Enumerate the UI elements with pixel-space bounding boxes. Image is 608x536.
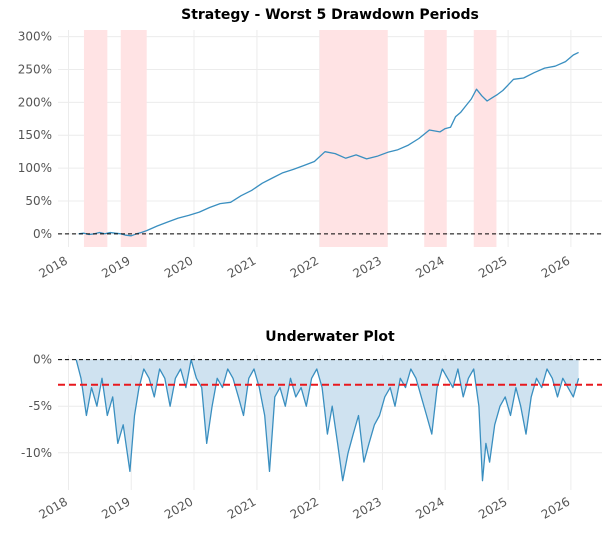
underwater-area: [76, 359, 579, 481]
y-tick-label: 0%: [33, 353, 52, 367]
x-tick-label: 2024: [413, 253, 446, 280]
y-tick-label: -10%: [21, 446, 52, 460]
y-tick-label: 300%: [18, 30, 52, 44]
drawdown-period-shade: [319, 30, 388, 247]
cumulative-returns-chart: Strategy - Worst 5 Drawdown Periods 0% 50%…: [18, 7, 602, 281]
y-tick-label: 50%: [25, 194, 52, 208]
x-tick-label: 2022: [288, 253, 321, 280]
y-tick-label: 100%: [18, 161, 52, 175]
x-tick-label: 2025: [476, 253, 509, 280]
x-tick-label: 2020: [162, 253, 195, 280]
chart-title: Strategy - Worst 5 Drawdown Periods: [181, 7, 479, 23]
x-tick-label: 2024: [413, 494, 446, 521]
x-tick-label: 2019: [99, 494, 132, 521]
y-tick-label: 200%: [18, 95, 52, 109]
x-tick-label: 2019: [99, 253, 132, 280]
x-tick-label: 2023: [350, 494, 383, 521]
x-tick-label: 2021: [225, 253, 258, 280]
y-tick-label: -5%: [29, 399, 52, 413]
y-tick-label: 250%: [18, 62, 52, 76]
drawdown-period-shade: [120, 30, 147, 247]
x-tick-label: 2026: [539, 494, 572, 521]
x-tick-label: 2026: [539, 253, 572, 280]
drawdown-period-shade: [83, 30, 108, 247]
underwater-chart: Underwater Plot 0% -5% -10% 2018 2019 2020 2021…: [21, 329, 602, 522]
x-tick-label: 2018: [37, 494, 70, 521]
drawdown-period-shade: [473, 30, 497, 247]
series-line: [75, 359, 580, 482]
y-tick-label: 150%: [18, 128, 52, 142]
x-tick-label: 2022: [288, 494, 321, 521]
chart-title: Underwater Plot: [265, 329, 395, 345]
x-tick-label: 2021: [225, 494, 258, 521]
y-tick-label: 0%: [33, 227, 52, 241]
x-tick-label: 2020: [162, 494, 195, 521]
x-tick-label: 2023: [350, 253, 383, 280]
drawdown-period-shade: [424, 30, 447, 247]
x-tick-label: 2025: [476, 494, 509, 521]
x-tick-label: 2018: [37, 253, 70, 280]
series-line: [78, 51, 579, 237]
